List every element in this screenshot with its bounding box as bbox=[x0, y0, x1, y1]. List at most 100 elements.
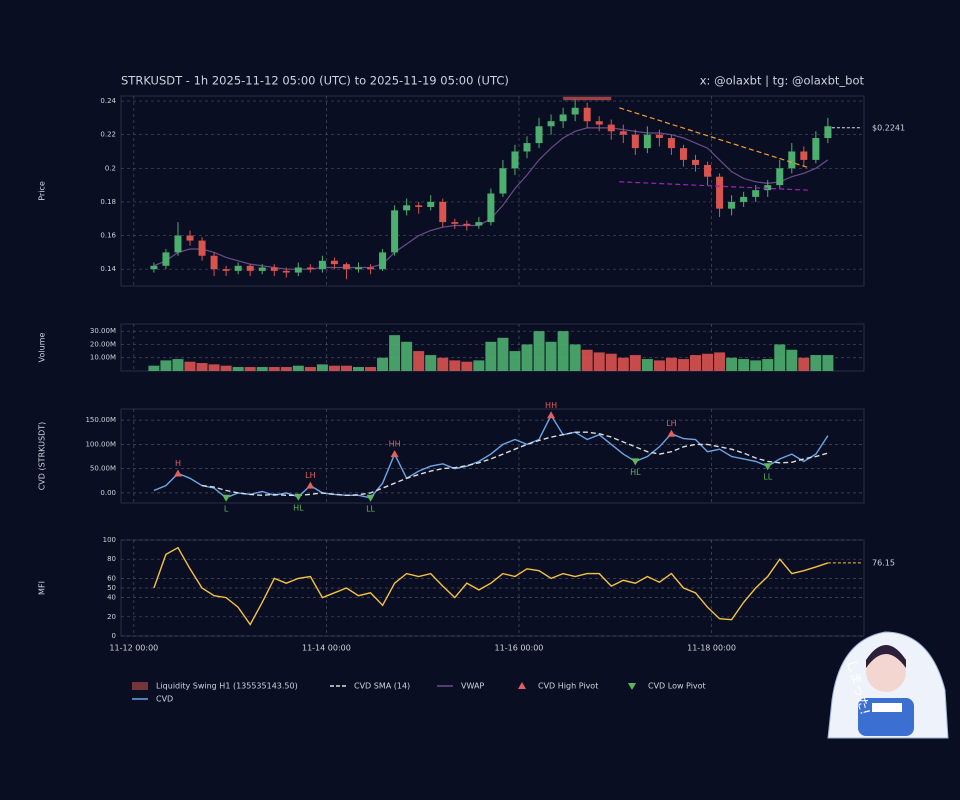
volume-bar bbox=[473, 360, 485, 371]
y-axis-label: MFI bbox=[38, 581, 47, 595]
volume-bar bbox=[726, 357, 738, 371]
y-axis-label: CVD (STRKUSDT) bbox=[38, 422, 47, 491]
trend-line bbox=[619, 107, 809, 169]
pivot-marker bbox=[294, 493, 303, 501]
volume-bar bbox=[377, 357, 389, 371]
panel-frame bbox=[120, 95, 865, 287]
candle-body bbox=[198, 240, 206, 256]
sticker: しまった! bbox=[827, 631, 949, 739]
legend-label: CVD SMA (14) bbox=[354, 682, 410, 691]
volume-bar bbox=[413, 351, 425, 371]
volume-bar bbox=[593, 352, 605, 371]
legend-label: CVD High Pivot bbox=[538, 682, 598, 691]
candle-body bbox=[415, 205, 423, 207]
volume-bar bbox=[461, 361, 473, 371]
volume-bar bbox=[690, 355, 702, 371]
y-tick-label: 40 bbox=[107, 594, 116, 602]
x-tick-label: 11-16 00:00 bbox=[495, 644, 544, 653]
volume-bar bbox=[148, 365, 160, 371]
x-tick-label: 11-14 00:00 bbox=[302, 644, 351, 653]
chart-title: STRKUSDT - 1h 2025-11-12 05:00 (UTC) to … bbox=[121, 74, 509, 88]
candle-body bbox=[679, 148, 687, 160]
volume-bar bbox=[401, 341, 413, 371]
volume-bar bbox=[545, 341, 557, 371]
candle-body bbox=[367, 267, 375, 270]
volume-bar bbox=[425, 355, 437, 371]
y-tick-label: 10.00M bbox=[90, 354, 116, 362]
pivot-label: HH bbox=[545, 401, 557, 410]
volume-bar bbox=[184, 361, 196, 371]
candle-body bbox=[487, 193, 495, 223]
volume-bar bbox=[316, 364, 328, 371]
candle-body bbox=[403, 205, 411, 211]
legend-label: VWAP bbox=[461, 682, 484, 691]
volume-bar bbox=[569, 344, 581, 371]
legend-label: Liquidity Swing H1 (135535143.50) bbox=[156, 682, 298, 691]
candle-body bbox=[824, 126, 832, 139]
volume-bar bbox=[256, 367, 268, 371]
y-tick-label: 80 bbox=[107, 555, 116, 563]
candle-body bbox=[571, 107, 579, 115]
panel-frame bbox=[120, 408, 865, 504]
pivot-marker bbox=[173, 469, 182, 477]
candle-body bbox=[439, 201, 447, 223]
volume-bar bbox=[581, 349, 593, 371]
volume-bar bbox=[702, 353, 714, 371]
legend-label: CVD bbox=[156, 695, 173, 704]
series-line bbox=[153, 546, 829, 626]
last-value-label: 76.15 bbox=[872, 558, 895, 567]
volume-bar bbox=[738, 359, 750, 371]
pivot-marker bbox=[547, 411, 556, 419]
candle-body bbox=[716, 176, 724, 209]
pivot-marker bbox=[631, 458, 640, 466]
volume-bar bbox=[605, 353, 617, 371]
candle-body bbox=[631, 134, 639, 149]
volume-bar bbox=[196, 363, 208, 371]
volume-bar bbox=[208, 364, 220, 371]
y-axis-label: Volume bbox=[38, 333, 47, 363]
y-tick-label: 0.24 bbox=[100, 97, 116, 105]
pivot-label: L bbox=[224, 504, 229, 513]
candle-body bbox=[379, 252, 387, 270]
y-tick-label: 60 bbox=[107, 574, 116, 582]
candle-body bbox=[667, 138, 675, 149]
volume-bar bbox=[497, 337, 509, 371]
pivot-marker bbox=[222, 494, 231, 502]
candle-body bbox=[643, 134, 651, 149]
volume-bar bbox=[509, 351, 521, 371]
credit: x: @olaxbt | tg: @olaxbt_bot bbox=[700, 74, 865, 88]
candle-body bbox=[728, 201, 736, 209]
candle-body bbox=[427, 201, 435, 207]
pivot-marker bbox=[366, 494, 375, 502]
candle-body bbox=[222, 269, 230, 271]
candle-body bbox=[752, 190, 760, 197]
candle-body bbox=[475, 222, 483, 226]
volume-bar bbox=[449, 360, 461, 371]
y-tick-label: 0.18 bbox=[100, 198, 116, 206]
volume-bar bbox=[714, 352, 726, 371]
volume-bar bbox=[292, 365, 304, 371]
y-axis-label: Price bbox=[38, 181, 47, 201]
volume-bar bbox=[557, 331, 569, 371]
candle-body bbox=[162, 252, 170, 266]
pivot-marker bbox=[306, 481, 315, 489]
candle-body bbox=[306, 267, 314, 270]
y-tick-label: 0 bbox=[112, 632, 116, 640]
volume-bar bbox=[750, 360, 762, 371]
candle-body bbox=[559, 114, 567, 122]
candle-body bbox=[463, 223, 471, 226]
candle-body bbox=[595, 121, 603, 125]
candle-body bbox=[355, 267, 363, 270]
volume-bar bbox=[389, 335, 401, 371]
sticker-face bbox=[866, 652, 906, 692]
pivot-label: HL bbox=[293, 503, 304, 512]
candle-body bbox=[174, 235, 182, 253]
candle-body bbox=[499, 168, 507, 194]
sticker-hair bbox=[866, 645, 906, 668]
volume-bar bbox=[798, 357, 810, 371]
y-tick-label: 100 bbox=[103, 536, 116, 544]
pivot-label: LH bbox=[305, 471, 315, 480]
candle-body bbox=[800, 151, 808, 160]
legend-swatch bbox=[518, 682, 526, 689]
